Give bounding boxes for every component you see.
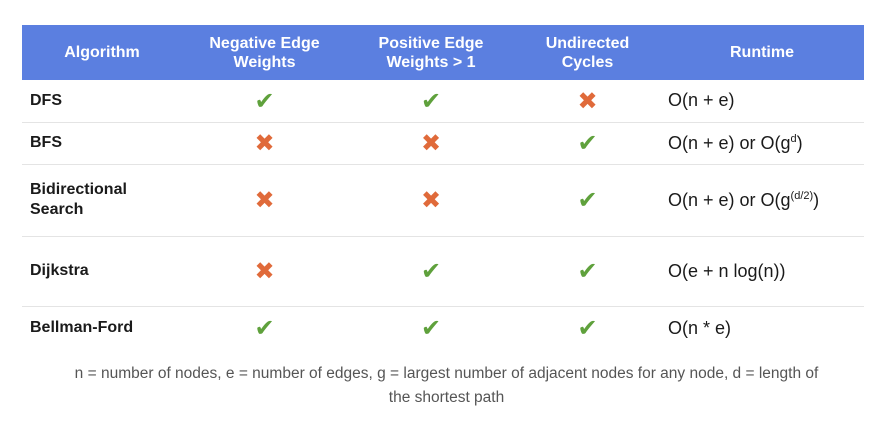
header-positive-edge-weights: Positive Edge Weights > 1 xyxy=(347,25,515,80)
runtime-value: O(n * e) xyxy=(668,317,732,338)
table-row: Dijkstra ✖ ✔ ✔ O(e + n log(n)) xyxy=(22,236,864,307)
table-row: BFS ✖ ✖ ✔ O(n + e) or O(gd) xyxy=(22,122,864,165)
table-header: Algorithm Negative Edge Weights Positive … xyxy=(22,25,864,80)
algorithm-name: Bidirectional Search xyxy=(22,164,182,237)
check-icon: ✔ xyxy=(515,164,660,237)
runtime-superscript: d xyxy=(790,132,797,145)
algorithm-name: DFS xyxy=(22,80,182,123)
check-icon: ✔ xyxy=(515,122,660,165)
runtime-superscript: (d/2) xyxy=(790,189,814,202)
check-icon: ✔ xyxy=(577,314,598,343)
table-footnote: n = number of nodes, e = number of edges… xyxy=(20,362,873,410)
header-runtime: Runtime xyxy=(660,25,864,80)
cross-icon: ✖ xyxy=(182,164,347,237)
cross-icon: ✖ xyxy=(182,236,347,307)
footnote-line-2: the shortest path xyxy=(388,389,505,406)
header-undirected-cycles: Undirected Cycles xyxy=(515,25,660,80)
header-algorithm: Algorithm xyxy=(22,25,182,80)
comparison-table: Algorithm Negative Edge Weights Positive … xyxy=(22,25,864,350)
runtime-value: O(n + e) xyxy=(660,80,864,123)
runtime-value: O(n + e) or O(gd) xyxy=(660,122,864,165)
algorithm-name: BFS xyxy=(22,122,182,165)
header-negative-edge-weights: Negative Edge Weights xyxy=(182,25,347,80)
cross-icon: ✖ xyxy=(347,122,515,165)
check-icon: ✔ xyxy=(254,314,275,343)
table-row: Bellman-Ford ✔ ✔ ✔ O(n * e) xyxy=(22,306,864,350)
cross-icon: ✖ xyxy=(515,80,660,123)
algorithm-name: Bellman-Ford xyxy=(30,319,134,337)
cross-icon: ✖ xyxy=(182,122,347,165)
runtime-value: O(e + n log(n)) xyxy=(660,236,864,307)
table-row: DFS ✔ ✔ ✖ O(n + e) xyxy=(22,80,864,123)
cross-icon: ✖ xyxy=(347,164,515,237)
runtime-value: O(n + e) or O(g(d/2)) xyxy=(660,164,864,237)
header-row: Algorithm Negative Edge Weights Positive … xyxy=(22,25,864,80)
check-icon: ✔ xyxy=(420,314,442,343)
check-icon: ✔ xyxy=(182,80,347,123)
algorithm-name: Dijkstra xyxy=(22,236,182,307)
footnote-line-1: n = number of nodes, e = number of edges… xyxy=(74,365,819,382)
table-row: Bidirectional Search ✖ ✖ ✔ O(n + e) or O(… xyxy=(22,164,864,237)
table-body: DFS ✔ ✔ ✖ O(n + e) BFS ✖ ✖ ✔ O(n + e) or… xyxy=(22,80,864,350)
check-icon: ✔ xyxy=(347,80,515,123)
check-icon: ✔ xyxy=(347,236,515,307)
check-icon: ✔ xyxy=(515,236,660,307)
algorithm-comparison-table: Algorithm Negative Edge Weights Positive … xyxy=(22,25,864,350)
